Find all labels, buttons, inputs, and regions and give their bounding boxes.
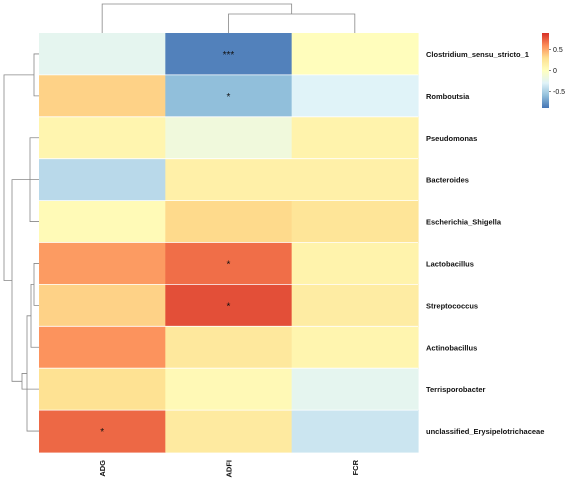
column-dendrogram-branch	[101, 3, 293, 33]
significance-marks: *******	[100, 50, 234, 438]
row-label: Actinobacillus	[426, 343, 477, 352]
row-dendrogram-branch	[30, 284, 39, 348]
row-dendrogram-branch	[26, 315, 39, 432]
heatmap-cell	[291, 326, 419, 369]
row-dendrogram-branch	[33, 53, 39, 97]
heatmap-cell	[165, 284, 293, 327]
heatmap-cell	[39, 284, 166, 327]
heatmap-cell	[165, 326, 293, 369]
heatmap-cell	[39, 368, 166, 411]
column-label: ADFI	[224, 460, 233, 478]
row-label: Clostridium_sensu_stricto_1	[426, 50, 529, 59]
row-label: Streptococcus	[426, 301, 478, 310]
row-labels: Clostridium_sensu_stricto_1 Romboutsia Pse…	[426, 50, 544, 436]
heatmap-cell	[165, 116, 293, 160]
heatmap-cell	[291, 200, 419, 244]
heatmap-cell	[165, 33, 293, 76]
row-label: unclassified_Erysipelotrichaceae	[426, 427, 544, 436]
row-label: Terrisporobacter	[426, 385, 486, 394]
heatmap-cell	[39, 410, 166, 453]
row-dendrogram-branch	[3, 74, 34, 281]
heatmap-cell	[39, 33, 166, 76]
heatmap-cell	[39, 242, 166, 285]
heatmap-cell	[291, 284, 419, 327]
row-label: Pseudomonas	[426, 134, 477, 143]
colorbar-tick-label: 0.5	[553, 47, 563, 54]
row-dendrogram-branch	[21, 373, 39, 390]
column-label: FCR	[351, 459, 360, 475]
colorbar-tick-label: -0.5	[553, 89, 565, 96]
colorbar	[542, 33, 549, 108]
heatmap-cell	[291, 242, 419, 285]
heatmap-cell	[39, 74, 166, 118]
heatmap-cell	[165, 158, 293, 202]
heatmap-cell	[291, 116, 419, 160]
color-legend: 0.5 0 -0.5	[542, 33, 565, 108]
row-label: Romboutsia	[426, 92, 470, 101]
row-label: Bacteroides	[426, 176, 469, 185]
heatmap-cell	[39, 200, 166, 244]
heatmap-cell	[291, 158, 419, 202]
row-dendrogram-branch	[33, 263, 39, 306]
significance-mark: ***	[223, 50, 235, 61]
heatmap-cell	[165, 74, 293, 118]
heatmap-cells	[39, 33, 419, 453]
row-label: Lactobacillus	[426, 259, 474, 268]
row-dendrogram-branch	[11, 179, 24, 382]
heatmap-cell	[291, 410, 419, 453]
heatmap-cell	[165, 368, 293, 411]
significance-mark: *	[100, 427, 104, 438]
significance-mark: *	[227, 301, 231, 312]
dendrograms	[3, 3, 356, 432]
significance-mark: *	[227, 259, 231, 270]
heatmap-cell	[291, 368, 419, 411]
column-label: ADG	[98, 460, 107, 477]
column-dendrogram-branch	[228, 13, 356, 33]
heatmap-cell	[291, 74, 419, 118]
heatmap-cell	[39, 116, 166, 160]
heatmap-cell	[291, 33, 419, 76]
heatmap-cell	[165, 242, 293, 285]
heatmap-cell	[165, 410, 293, 453]
column-labels: ADG ADFI FCR	[98, 459, 360, 477]
significance-mark: *	[227, 92, 231, 103]
heatmap-cell	[39, 326, 166, 369]
heatmap-cell	[165, 200, 293, 244]
row-label: Escherichia_Shigella	[426, 218, 502, 227]
heatmap-cell	[39, 158, 166, 202]
colorbar-tick-label: 0	[553, 68, 557, 75]
